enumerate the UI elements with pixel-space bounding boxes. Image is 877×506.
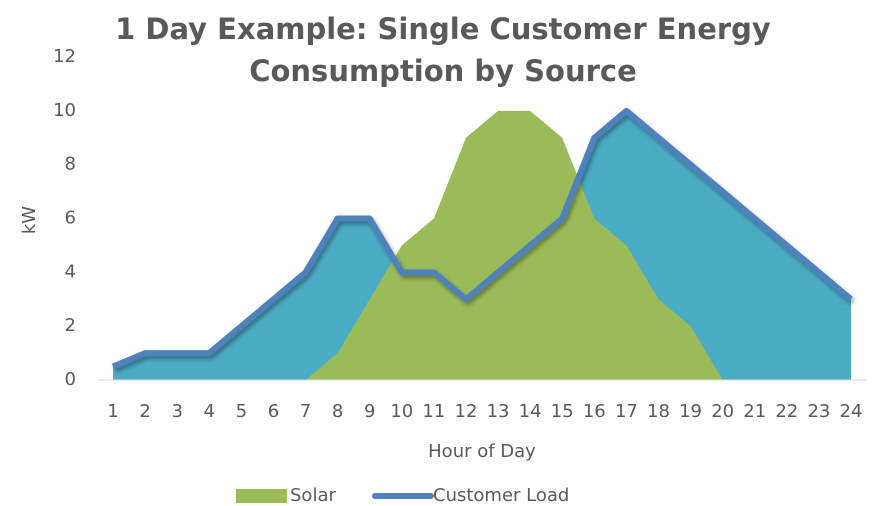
x-tick-label: 9 [364,401,375,422]
x-tick-label: 13 [487,401,510,422]
y-tick-label: 8 [65,154,76,175]
load-line [111,107,853,370]
x-tick-label: 21 [743,401,766,422]
x-tick-label: 7 [300,401,311,422]
y-tick-label: 2 [65,315,76,336]
solar-area [113,110,851,380]
x-tick-label: 18 [647,401,670,422]
x-tick-label: 2 [139,401,150,422]
legend-swatch [236,489,287,503]
x-tick-label: 17 [615,401,638,422]
x-tick-label: 6 [268,401,279,422]
x-tick-label: 23 [807,401,830,422]
chart-title: 1 Day Example: Single Customer Energy Co… [115,12,771,88]
x-tick-label: 3 [171,401,182,422]
x-tick-label: 16 [583,401,606,422]
x-tick-label: 5 [236,401,247,422]
y-axis-label: kW [19,206,40,234]
x-tick-label: 20 [711,401,734,422]
x-tick-label: 8 [332,401,343,422]
x-tick-label: 4 [204,401,215,422]
y-tick-label: 12 [53,46,76,67]
y-tick-label: 4 [65,261,76,282]
x-tick-label: 1 [107,401,118,422]
x-tick-label: 12 [455,401,478,422]
y-tick-label: 6 [65,208,76,229]
x-axis-label: Hour of Day [428,441,536,462]
legend-label: Customer Load [433,485,569,506]
y-tick-label: 0 [65,369,76,390]
legend-label: Solar [290,485,336,506]
x-tick-label: 10 [390,401,413,422]
x-tick-label: 14 [519,401,542,422]
x-tick-label: 22 [775,401,798,422]
x-tick-label: 11 [422,401,445,422]
x-tick-label: 24 [840,401,863,422]
x-tick-label: 19 [679,401,702,422]
x-tick-label: 15 [551,401,574,422]
y-tick-label: 10 [53,100,76,121]
